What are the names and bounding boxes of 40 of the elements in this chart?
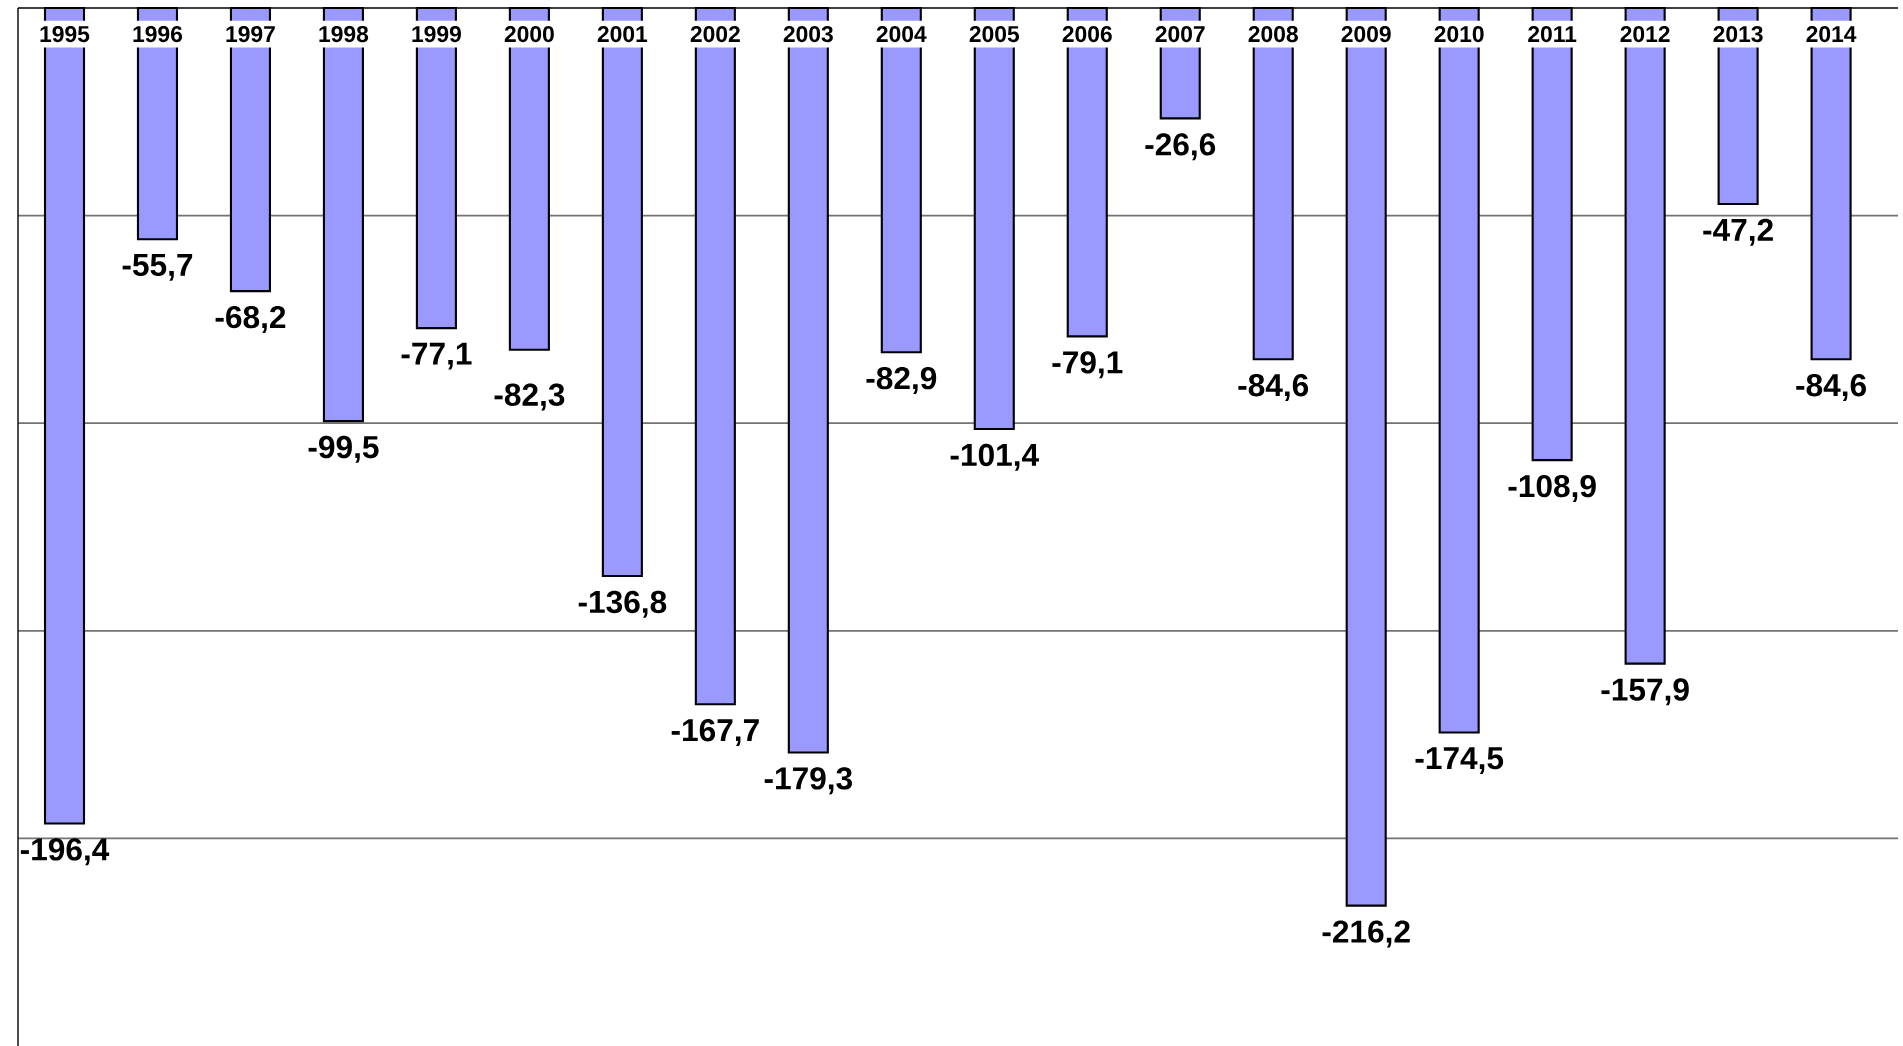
x-tick-label: 2002 — [690, 25, 740, 43]
x-tick-label: 2001 — [597, 25, 648, 43]
data-label: -196,4 — [20, 838, 110, 866]
data-label: -108,9 — [1508, 474, 1596, 502]
x-tick-label: 2008 — [1248, 25, 1298, 43]
x-tick-label: 1995 — [40, 25, 90, 43]
data-label: -157,9 — [1601, 678, 1689, 706]
data-label: -216,2 — [1322, 920, 1410, 948]
x-tick-label: 2004 — [876, 25, 927, 43]
x-tick-label: 2009 — [1341, 25, 1391, 43]
data-label: -174,5 — [1415, 747, 1504, 774]
x-tick-label: 2003 — [783, 25, 833, 43]
data-label: -47,2 — [1703, 218, 1773, 246]
x-tick-label: 2014 — [1806, 25, 1857, 43]
data-label: -55,7 — [122, 254, 193, 281]
x-tick-label: 2011 — [1528, 25, 1577, 43]
x-tick-label: 2000 — [504, 25, 554, 43]
x-tick-label: 2005 — [969, 25, 1020, 43]
data-label: -136,8 — [578, 590, 667, 618]
x-tick-label: 2010 — [1434, 25, 1484, 43]
data-label: -101,4 — [950, 443, 1039, 471]
data-label: -84,6 — [1238, 373, 1309, 401]
x-tick-label: 2013 — [1713, 25, 1763, 43]
data-label: -84,6 — [1796, 373, 1866, 401]
data-label: -68,2 — [215, 305, 286, 333]
data-label: -99,5 — [308, 435, 379, 463]
data-label: -167,7 — [671, 719, 759, 747]
data-label: -26,6 — [1145, 133, 1216, 161]
data-label: -82,3 — [494, 383, 565, 411]
x-tick-label: 1999 — [412, 25, 461, 43]
data-label: -79,1 — [1052, 351, 1123, 379]
x-tick-label: 1998 — [319, 25, 369, 43]
data-label: -77,1 — [401, 342, 472, 370]
x-tick-label: 2007 — [1155, 25, 1205, 43]
x-tick-label: 2012 — [1620, 25, 1670, 43]
x-tick-label: 1996 — [133, 25, 183, 43]
data-label: -179,3 — [764, 767, 852, 795]
x-tick-label: 2006 — [1062, 25, 1112, 43]
data-label: -82,9 — [866, 366, 937, 394]
x-tick-label: 1997 — [226, 25, 275, 43]
